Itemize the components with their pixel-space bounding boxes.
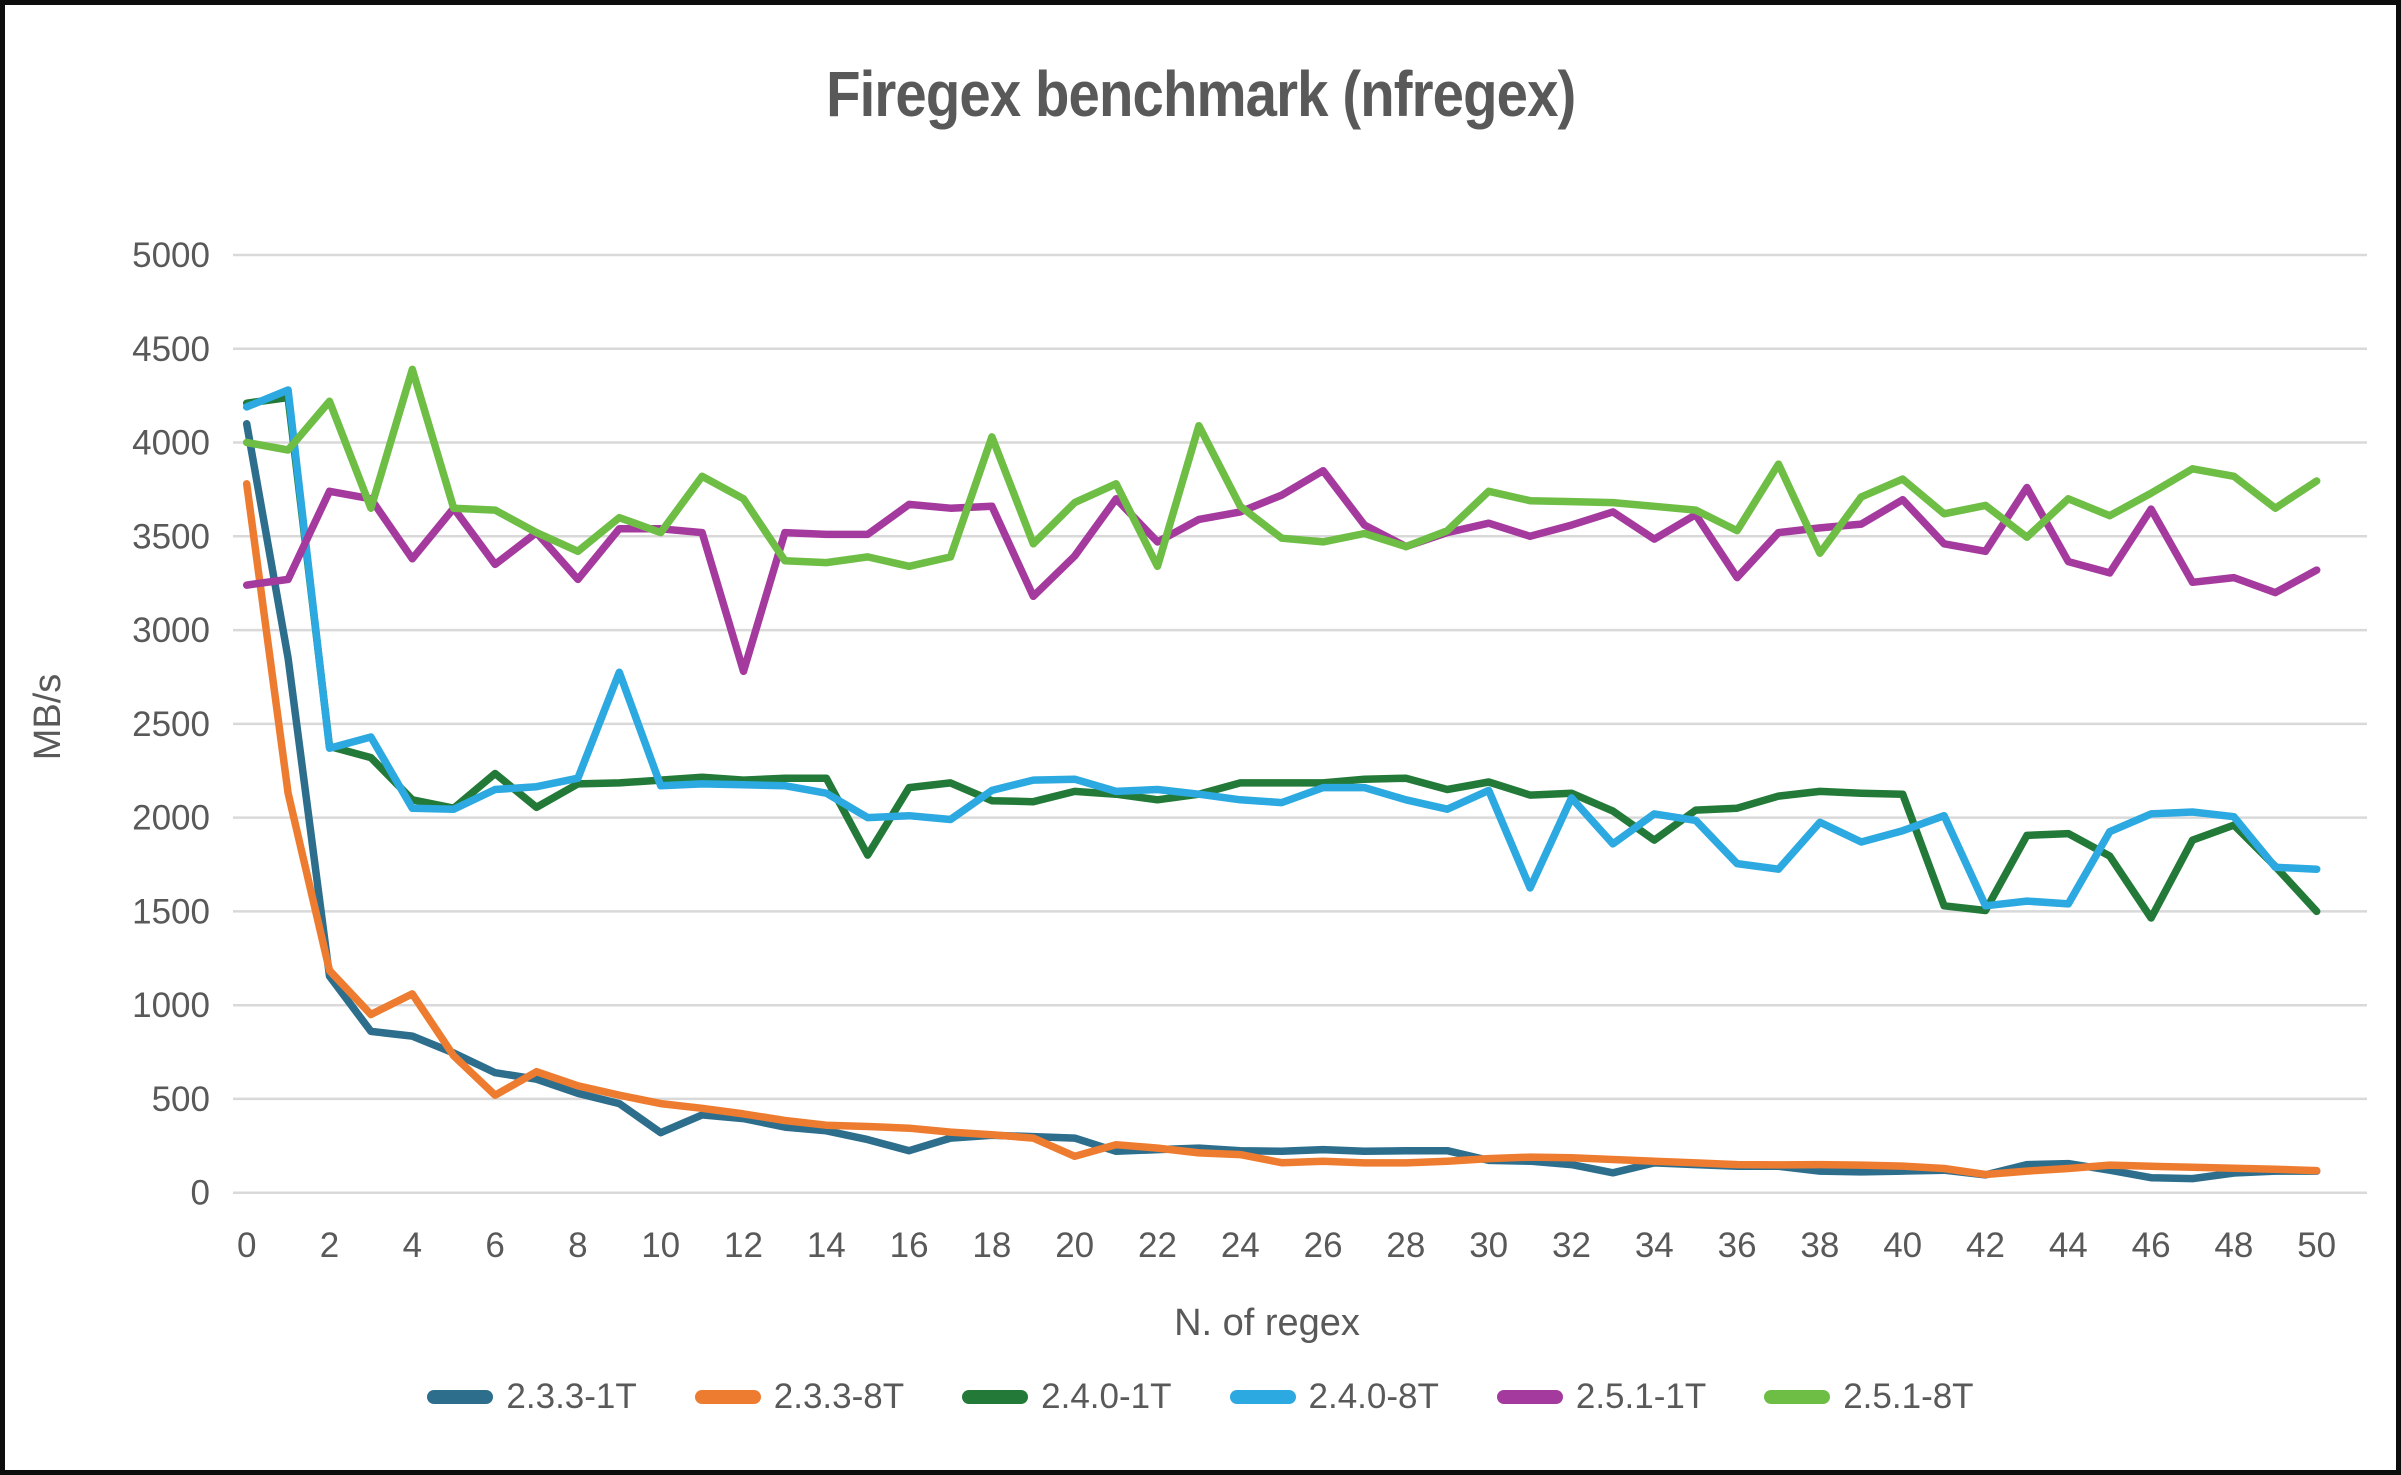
- y-axis-tick-label: 0: [191, 1174, 210, 1213]
- x-axis-tick-label: 32: [1552, 1226, 1591, 1265]
- x-axis-tick-label: 30: [1469, 1226, 1508, 1265]
- x-axis-tick-label: 38: [1800, 1226, 1839, 1265]
- legend-item-2.5.1-8T: 2.5.1-8T: [1764, 1377, 1974, 1417]
- x-axis-tick-label: 24: [1221, 1226, 1260, 1265]
- legend-swatch-icon: [1764, 1390, 1831, 1404]
- legend-label: 2.3.3-8T: [773, 1377, 905, 1416]
- x-axis-title: N. of regex: [1174, 1302, 1360, 1344]
- legend-label: 2.4.0-1T: [1041, 1377, 1172, 1416]
- x-axis-tick-label: 20: [1055, 1226, 1094, 1265]
- legend-swatch-icon: [962, 1390, 1029, 1404]
- y-axis-title: MB/s: [27, 674, 69, 761]
- x-axis-tick-label: 50: [2297, 1226, 2336, 1265]
- y-axis-tick-label: 500: [152, 1080, 210, 1119]
- x-axis-tick-labels: 0 2 4 6 8 10 12 14 16 18 20 22 24 26 28 30 32 34 36 38 40 42 4…: [237, 1226, 2336, 1265]
- series-lines: [242, 365, 2321, 1183]
- y-axis-tick-label: 4000: [132, 424, 210, 463]
- chart-title: Firegex benchmark (nfregex): [5, 57, 2396, 131]
- x-axis-tick-label: 12: [724, 1226, 763, 1265]
- x-axis-tick-label: 8: [568, 1226, 587, 1265]
- y-axis-tick-label: 2500: [132, 705, 210, 744]
- y-axis-tick-label: 3000: [132, 611, 210, 650]
- chart-title-text: Firegex benchmark (nfregex): [825, 58, 1576, 130]
- series-line-2.3.3-8T: [242, 480, 2321, 1179]
- x-axis-tick-label: 44: [2049, 1226, 2088, 1265]
- x-axis-tick-label: 28: [1386, 1226, 1425, 1265]
- x-axis-tick-label: 34: [1635, 1226, 1674, 1265]
- legend-swatch-icon: [1496, 1390, 1563, 1404]
- legend-item-2.3.3-8T: 2.3.3-8T: [694, 1377, 905, 1417]
- y-axis-tick-label: 4500: [132, 330, 210, 369]
- y-axis-tick-label: 1500: [132, 892, 210, 931]
- x-axis-tick-label: 26: [1304, 1226, 1343, 1265]
- legend-swatch-icon: [427, 1390, 494, 1404]
- y-axis-tick-label: 3500: [132, 517, 210, 556]
- x-axis-tick-label: 16: [890, 1226, 929, 1265]
- x-axis-tick-label: 40: [1883, 1226, 1922, 1265]
- y-axis-tick-labels: 0 500 1000 1500 2000 2500 3000 3500 4000 4500 5000: [132, 236, 210, 1213]
- y-axis-tick-label: 2000: [132, 799, 210, 838]
- legend-swatch-icon: [694, 1390, 761, 1404]
- legend-item-2.4.0-8T: 2.4.0-8T: [1229, 1377, 1439, 1417]
- x-axis-tick-label: 48: [2214, 1226, 2253, 1265]
- legend-label: 2.5.1-8T: [1843, 1377, 1974, 1416]
- legend-label: 2.3.3-1T: [506, 1377, 637, 1416]
- x-axis-tick-label: 42: [1966, 1226, 2005, 1265]
- x-axis-tick-label: 18: [972, 1226, 1011, 1265]
- series-line-2.5.1-8T: [242, 365, 2321, 571]
- x-axis-tick-label: 10: [641, 1226, 680, 1265]
- series-line-2.4.0-1T: [242, 393, 2321, 922]
- y-axis-tick-label: 1000: [132, 986, 210, 1025]
- x-axis-tick-label: 14: [807, 1226, 846, 1265]
- gridlines: [233, 253, 2367, 1194]
- legend-item-2.4.0-1T: 2.4.0-1T: [962, 1377, 1172, 1417]
- x-axis-tick-label: 0: [237, 1226, 256, 1265]
- series-line-2.5.1-1T: [242, 466, 2321, 676]
- x-axis-tick-label: 4: [403, 1226, 422, 1265]
- chart-legend: 2.3.3-1T 2.3.3-8T 2.4.0-1T 2.4.0-8T 2.5.1-1T…: [5, 1377, 2396, 1417]
- x-axis-tick-label: 22: [1138, 1226, 1177, 1265]
- legend-swatch-icon: [1229, 1390, 1296, 1404]
- x-axis-tick-label: 6: [485, 1226, 504, 1265]
- benchmark-line-chart: 0500100015002000250030003500400045005000…: [27, 236, 2367, 1344]
- legend-label: 2.5.1-1T: [1575, 1377, 1707, 1416]
- legend-item-2.5.1-1T: 2.5.1-1T: [1496, 1377, 1707, 1417]
- series-line-2.4.0-8T: [242, 386, 2321, 910]
- x-axis-tick-label: 36: [1718, 1226, 1757, 1265]
- y-axis-tick-label: 5000: [132, 236, 210, 275]
- legend-item-2.3.3-1T: 2.3.3-1T: [427, 1377, 637, 1417]
- x-axis-tick-label: 46: [2132, 1226, 2171, 1265]
- x-axis-tick-label: 2: [320, 1226, 339, 1265]
- legend-label: 2.4.0-8T: [1308, 1377, 1439, 1416]
